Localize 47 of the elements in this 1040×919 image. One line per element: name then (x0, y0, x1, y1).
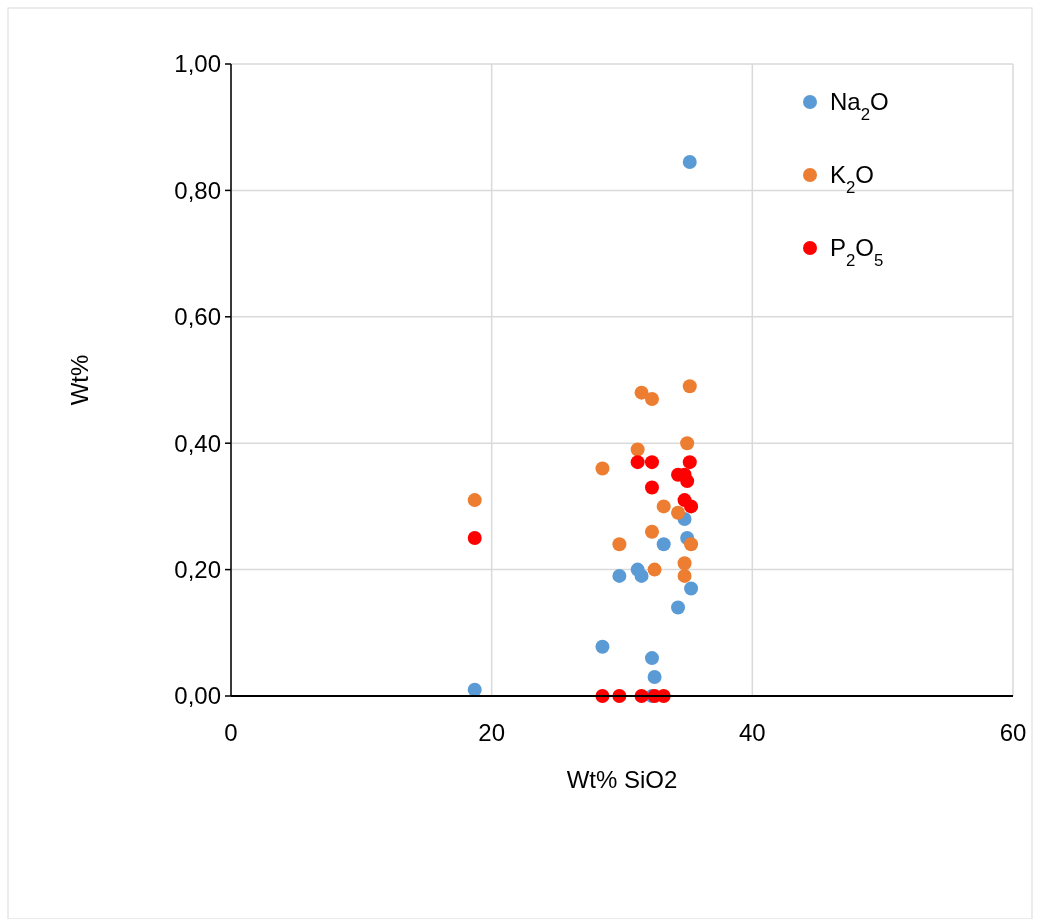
point (644, 455, 659, 470)
legend-label: K$_{2}$O (830, 161, 875, 197)
y-tick-label: 0,80 (174, 176, 221, 204)
point (682, 379, 697, 394)
point (612, 568, 627, 583)
point (680, 436, 695, 451)
point (684, 581, 699, 596)
point (595, 639, 610, 654)
point (680, 474, 695, 489)
point (677, 568, 692, 583)
point (671, 600, 686, 615)
legend-label: P$_{2}$O$_{5}$ (830, 234, 884, 270)
point (647, 562, 662, 577)
y-tick-label: 0,40 (174, 429, 221, 457)
point (684, 499, 699, 514)
point (612, 537, 627, 552)
point (682, 154, 697, 169)
x-tick-label: 20 (478, 719, 506, 746)
point (677, 556, 692, 571)
point (634, 385, 649, 400)
point (682, 455, 697, 470)
point (671, 505, 686, 520)
point (644, 651, 659, 666)
point (644, 524, 659, 539)
legend-label: Na$_{2}$O (830, 88, 889, 124)
x-tick-label: 60 (999, 719, 1027, 746)
point (630, 442, 645, 457)
point (595, 461, 610, 476)
point (467, 531, 482, 545)
y-tick-label: 0,00 (174, 682, 221, 710)
point (656, 499, 671, 514)
x-axis-title: Wt% SiO2 (566, 766, 678, 793)
y-tick-label: 0,60 (174, 303, 221, 331)
point (647, 670, 662, 685)
x-tick-label: 40 (738, 719, 766, 746)
point (684, 537, 699, 552)
point (656, 537, 671, 552)
x-tick-label: 0 (224, 719, 238, 746)
point (644, 480, 659, 495)
point (630, 455, 645, 470)
y-axis-title: Wt% (66, 354, 93, 406)
y-tick-label: 0,20 (174, 556, 221, 583)
point (644, 391, 659, 406)
point (634, 568, 649, 583)
point (467, 493, 482, 508)
y-tick-label: 1,00 (174, 50, 221, 78)
point (467, 682, 482, 697)
